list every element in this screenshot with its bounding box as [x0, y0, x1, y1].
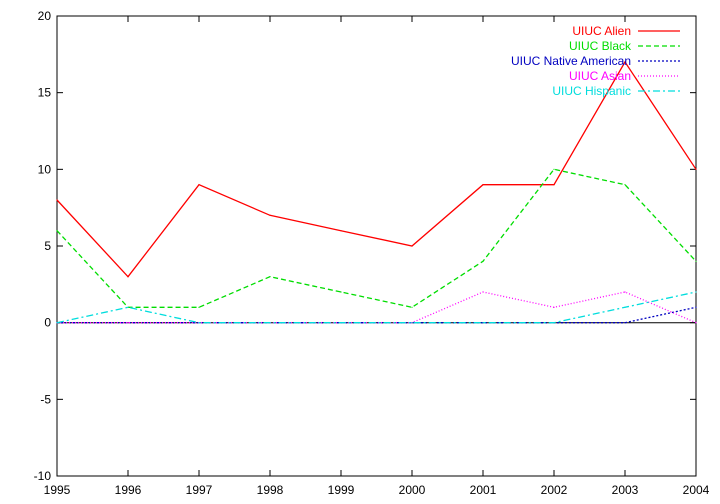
x-tick-label: 1998 — [257, 483, 284, 497]
x-axis: 1995 1996 1997 1998 1999 2000 2001 2002 2003 2004 — [44, 16, 710, 497]
data-point — [624, 291, 626, 293]
data-point — [340, 230, 342, 232]
data-point — [56, 199, 58, 201]
data-point — [127, 322, 129, 324]
data-point — [553, 184, 555, 186]
data-point — [269, 276, 271, 278]
data-point — [269, 214, 271, 216]
y-tick-label: -10 — [34, 469, 52, 483]
x-tick-label: 2000 — [399, 483, 426, 497]
data-point — [56, 322, 58, 324]
data-point — [482, 322, 484, 324]
data-point — [553, 322, 555, 324]
y-tick-label: 10 — [38, 162, 52, 176]
data-point — [695, 306, 697, 308]
data-point — [482, 184, 484, 186]
series-lines — [56, 60, 697, 324]
data-point — [127, 306, 129, 308]
y-axis: -10 -5 0 5 10 15 20 — [34, 9, 696, 483]
data-point — [553, 168, 555, 170]
series-line-uiuc-native-american — [57, 306, 697, 324]
data-point — [553, 306, 555, 308]
y-tick-label: -5 — [40, 392, 51, 406]
data-point — [198, 322, 200, 324]
legend-label: UIUC Asian — [569, 69, 631, 83]
data-point — [482, 291, 484, 293]
data-point — [198, 306, 200, 308]
data-point — [269, 322, 271, 324]
data-point — [127, 276, 129, 278]
legend-label: UIUC Hispanic — [552, 84, 631, 98]
x-tick-label: 2003 — [612, 483, 639, 497]
data-point — [56, 230, 58, 232]
data-point — [695, 168, 697, 170]
data-point — [198, 184, 200, 186]
series-line-uiuc-alien — [56, 60, 697, 278]
data-point — [411, 245, 413, 247]
x-tick-label: 2004 — [683, 483, 710, 497]
y-tick-label: 5 — [44, 239, 51, 253]
x-tick-label: 2001 — [470, 483, 497, 497]
series-line-uiuc-hispanic — [56, 291, 697, 324]
y-tick-label: 20 — [38, 9, 52, 23]
data-point — [624, 322, 626, 324]
data-point — [695, 291, 697, 293]
legend-label: UIUC Black — [569, 39, 632, 53]
data-point — [624, 184, 626, 186]
y-tick-label: 0 — [44, 316, 51, 330]
x-tick-label: 2002 — [541, 483, 568, 497]
data-point — [340, 322, 342, 324]
x-tick-label: 1996 — [115, 483, 142, 497]
x-tick-label: 1999 — [328, 483, 355, 497]
data-point — [411, 322, 413, 324]
x-tick-label: 1995 — [44, 483, 71, 497]
legend-label: UIUC Native American — [511, 54, 631, 68]
data-point — [695, 260, 697, 262]
data-point — [624, 61, 626, 63]
y-tick-label: 15 — [38, 86, 52, 100]
data-point — [695, 322, 697, 324]
legend-label: UIUC Alien — [572, 24, 631, 38]
x-tick-label: 1997 — [186, 483, 213, 497]
data-point — [624, 306, 626, 308]
data-point — [482, 260, 484, 262]
data-point — [411, 306, 413, 308]
data-point — [340, 291, 342, 293]
series-line-uiuc-black — [56, 168, 697, 308]
